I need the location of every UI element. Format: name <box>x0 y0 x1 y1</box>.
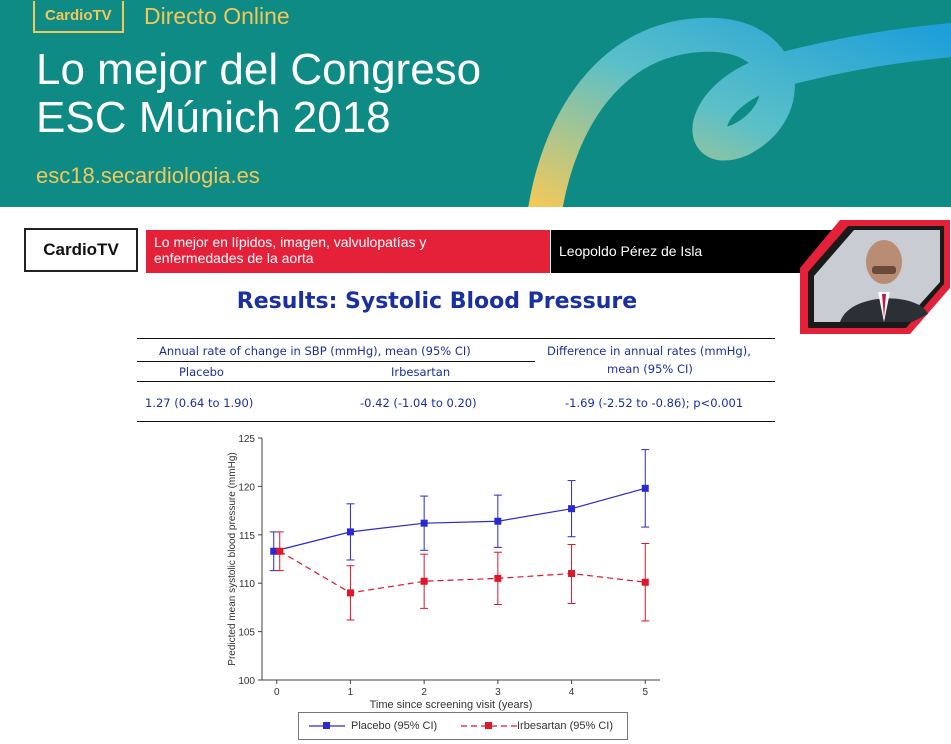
banner-cardiotv-logo: CardioTV <box>33 1 124 33</box>
header-placebo: Placebo <box>179 365 224 379</box>
value-irbesartan: -0.42 (-1.04 to 0.20) <box>360 396 477 410</box>
data-point <box>641 578 649 586</box>
data-point <box>641 484 649 492</box>
speaker-video-thumbnail <box>800 220 950 334</box>
x-axis-label: Time since screening visit (years) <box>370 699 533 711</box>
group-header-rule <box>137 361 535 362</box>
data-point <box>568 570 576 578</box>
legend-irbesartan-swatch <box>461 722 517 729</box>
x-tick-label: 3 <box>495 687 501 698</box>
data-point <box>346 528 354 536</box>
legend-irbesartan-label: Irbesartan (95% CI) <box>517 720 613 732</box>
slide-cardiotv-logo: CardioTV <box>24 228 138 272</box>
table-top-rule <box>137 338 775 339</box>
y-tick-label: 115 <box>239 531 255 542</box>
header-annual-rate: Annual rate of change in SBP (mmHg), mea… <box>159 344 471 358</box>
data-point <box>270 547 278 555</box>
banner-decorative-arc <box>528 17 951 207</box>
y-axis-label: Predicted mean systolic blood pressure (… <box>227 452 238 665</box>
data-point <box>494 574 502 582</box>
legend-placebo-swatch <box>309 722 345 729</box>
x-tick-label: 0 <box>274 687 280 698</box>
y-tick-label: 100 <box>238 676 255 687</box>
banner-subtitle: Directo Online <box>144 3 290 29</box>
slide-title: Results: Systolic Blood Pressure <box>236 289 638 314</box>
event-banner: CardioTV Directo Online Lo mejor del Con… <box>0 0 951 207</box>
x-tick-label: 4 <box>569 687 575 698</box>
sbp-line-chart: 100 105 110 115 120 125 0 1 2 3 4 5 Time since scree… <box>227 434 660 711</box>
banner-title: Lo mejor del Congreso ESC Múnich 2018 <box>36 46 481 142</box>
data-point <box>420 519 428 527</box>
legend-placebo-label: Placebo (95% CI) <box>351 720 438 732</box>
x-tick-label: 1 <box>348 687 354 698</box>
y-tick-label: 105 <box>238 628 255 639</box>
data-point <box>346 589 354 597</box>
y-tick-label: 120 <box>238 482 255 493</box>
banner-url: esc18.secardiologia.es <box>36 163 260 188</box>
header-irbesartan: Irbesartan <box>391 365 451 379</box>
table-bottom-rule <box>137 421 775 422</box>
y-tick-label: 110 <box>239 579 255 590</box>
banner-title-line1: Lo mejor del Congreso <box>36 45 482 94</box>
chart-legend: Placebo (95% CI) Irbesartan (95% CI) <box>298 712 628 740</box>
value-placebo: 1.27 (0.64 to 1.90) <box>145 396 254 410</box>
x-tick-label: 5 <box>642 687 648 698</box>
series-line-irbesartan <box>279 550 646 594</box>
speaker-name: Leopoldo Pérez de Isla <box>559 243 703 259</box>
speaker-bar: Leopoldo Pérez de Isla <box>551 230 836 273</box>
header-bottom-rule <box>137 381 775 382</box>
value-difference: -1.69 (-2.52 to -0.86); p<0.001 <box>565 396 744 410</box>
topic-line2: enfermedades de la aorta <box>154 250 314 266</box>
data-point <box>276 547 284 555</box>
results-table: Annual rate of change in SBP (mmHg), mea… <box>137 338 775 422</box>
banner-title-line2: ESC Múnich 2018 <box>36 93 391 142</box>
y-tick-label: 125 <box>238 434 255 445</box>
x-tick-label: 2 <box>421 687 427 698</box>
header-difference-line1: Difference in annual rates (mmHg), <box>547 344 751 358</box>
data-point <box>568 505 576 513</box>
data-point <box>494 517 502 525</box>
series-line-placebo <box>273 487 646 552</box>
data-point <box>420 577 428 585</box>
topic-line1: Lo mejor en lípidos, imagen, valvulopatí… <box>154 234 427 250</box>
session-topic: Lo mejor en lípidos, imagen, valvulopatí… <box>146 230 550 273</box>
header-difference-line2: mean (95% CI) <box>607 362 693 376</box>
